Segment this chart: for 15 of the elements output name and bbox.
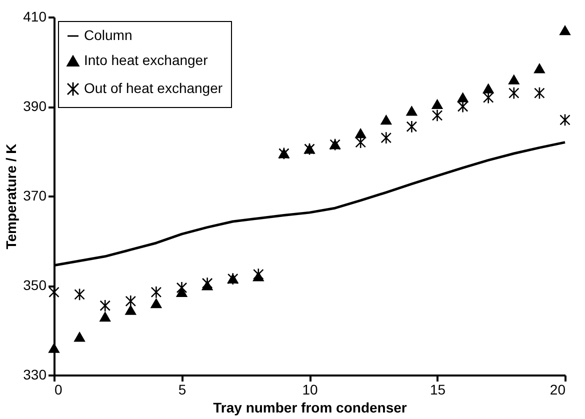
y-axis-title: Temperature / K	[3, 144, 20, 250]
legend-label: Out of heat exchanger	[84, 80, 223, 96]
legend-label: Column	[84, 27, 132, 43]
y-tick-label: 410	[23, 8, 47, 24]
y-tick-label: 390	[23, 98, 47, 114]
x-tick-label: 0	[54, 382, 62, 398]
y-tick-label: 370	[23, 188, 47, 204]
y-tick-label: 330	[23, 366, 47, 382]
x-axis-title: Tray number from condenser	[213, 400, 408, 416]
x-tick-label: 20	[550, 382, 566, 398]
x-tick-label: 5	[178, 382, 186, 398]
y-tick-label: 350	[23, 277, 47, 293]
legend-label: Into heat exchanger	[84, 52, 208, 68]
x-tick-label: 15	[430, 382, 446, 398]
x-tick-label: 10	[302, 382, 318, 398]
